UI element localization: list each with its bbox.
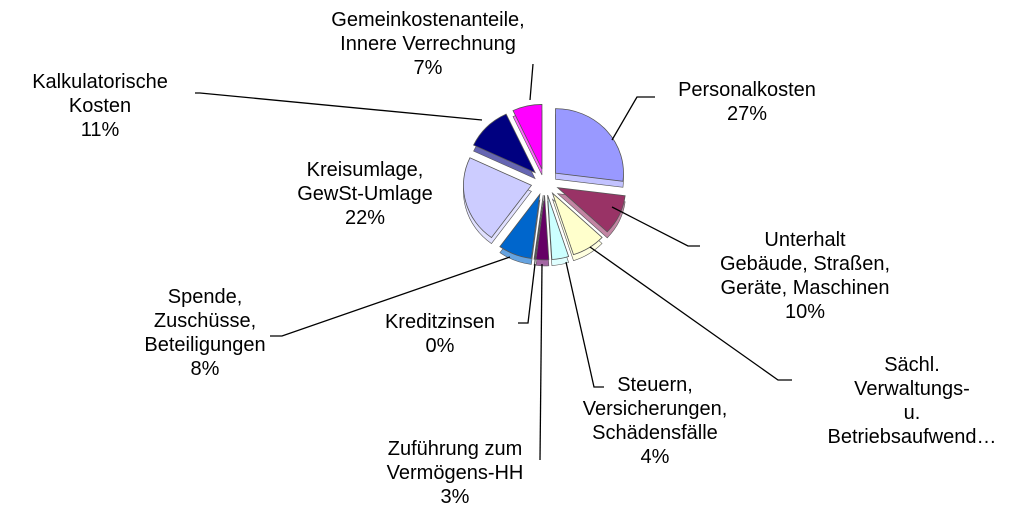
slice-label: Personalkosten 27% — [678, 78, 816, 126]
category-label: Sächl. Verwaltungs- u. Betriebsaufwend… — [827, 354, 997, 448]
slice — [535, 195, 550, 261]
slice-label: Unterhalt Gebäude, Straßen, Geräte, Masc… — [720, 228, 890, 324]
slice-label: Kreditzinsen 0% — [385, 310, 495, 358]
leader-line — [611, 96, 655, 141]
slice — [463, 157, 533, 239]
category-label: Kalkulatorische Kosten — [32, 71, 168, 117]
leader-line — [195, 92, 483, 121]
leader-line — [539, 263, 543, 461]
value-label: 0% — [425, 335, 455, 357]
category-label: Unterhalt Gebäude, Straßen, Geräte, Masc… — [719, 229, 891, 299]
value-label: 7% — [413, 57, 443, 79]
slice-label: Zuführung zum Vermögens-HH 3% — [387, 437, 524, 509]
slice-label: Steuern, Versicherungen, Schädensfälle 4% — [583, 373, 728, 469]
slice-label: Kalkulatorische Kosten 11% — [32, 70, 168, 142]
leader-line — [529, 63, 534, 101]
category-label: Steuern, Versicherungen, Schädensfälle — [582, 374, 728, 444]
slice-label: Gemeinkostenanteile, Innere Verrechnung 7… — [331, 8, 524, 80]
slice — [512, 104, 543, 170]
slice — [547, 194, 570, 260]
category-label: Zuführung zum Vermögens-HH — [386, 438, 524, 484]
category-label: Personalkosten — [678, 79, 816, 101]
value-label: 27% — [726, 103, 768, 125]
value-label: 3% — [440, 486, 470, 508]
leader-line — [565, 261, 604, 388]
slice-label: Sächl. Verwaltungs- u. Betriebsaufwend… — [828, 353, 997, 449]
slice — [556, 187, 626, 233]
value-label: 22% — [344, 207, 386, 229]
value-label: 10% — [784, 301, 826, 323]
value-label: 11% — [80, 119, 120, 141]
category-label: Kreditzinsen — [384, 311, 496, 333]
slice-label: Spende, Zuschüsse, Beteiligungen 8% — [144, 285, 265, 381]
slice — [555, 108, 624, 182]
value-label: 8% — [190, 358, 220, 380]
leader-line — [589, 246, 792, 381]
value-label: 4% — [640, 446, 670, 468]
slice-label: Kreisumlage, GewSt-Umlage 22% — [297, 158, 433, 230]
slice — [551, 191, 603, 256]
slice — [533, 195, 544, 260]
slice — [499, 192, 541, 259]
leader-line — [611, 206, 700, 247]
category-label: Gemeinkostenanteile, Innere Verrechnung — [331, 9, 525, 55]
category-label: Kreisumlage, GewSt-Umlage — [297, 159, 433, 205]
slice — [473, 113, 536, 174]
leader-line — [270, 256, 511, 337]
category-label: Spende, Zuschüsse, Beteiligungen — [144, 286, 266, 356]
leader-line — [518, 263, 536, 324]
